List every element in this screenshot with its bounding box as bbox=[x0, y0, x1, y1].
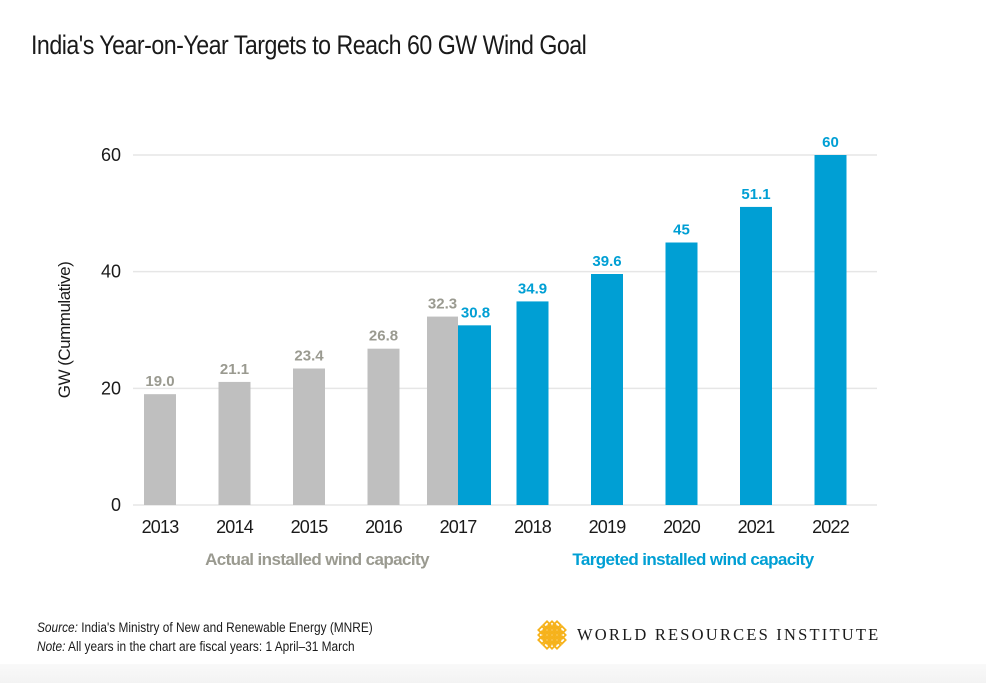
data-label-actual: 23.4 bbox=[294, 348, 324, 365]
logo-knot-cell bbox=[557, 630, 567, 640]
data-label-actual: 21.1 bbox=[220, 361, 249, 378]
bar-target bbox=[814, 155, 847, 505]
x-tick-label: 2016 bbox=[365, 517, 403, 537]
logo-knot-cell bbox=[552, 640, 562, 650]
x-axis-ticks: 2013 2014 2015 2016 2017 2018 2019 2020 2021 2022 bbox=[142, 517, 851, 537]
data-label-target: 45 bbox=[673, 222, 690, 239]
footer-notes: Source: India's Ministry of New and Rene… bbox=[37, 618, 373, 656]
logo-knot-cell bbox=[542, 640, 552, 650]
logo-knot-cell bbox=[552, 635, 562, 645]
bar-actual bbox=[427, 316, 458, 505]
wri-logo: WORLD RESOURCES INSTITUTE bbox=[537, 620, 880, 650]
y-tick-label: 0 bbox=[111, 495, 121, 515]
y-axis-ticks: 0 20 40 60 bbox=[101, 145, 121, 515]
bar-target bbox=[591, 274, 623, 505]
data-label-actual: 19.0 bbox=[145, 373, 174, 390]
bar-target bbox=[740, 206, 772, 505]
bar-chart: 0 20 40 60 GW (Cummulative) 19.0 21.1 23.4 26.… bbox=[55, 134, 877, 569]
bar-actual bbox=[218, 381, 251, 505]
x-tick-label: 2020 bbox=[663, 517, 701, 537]
bar-target bbox=[516, 301, 549, 505]
data-label-target: 60 bbox=[822, 134, 839, 151]
logo-knot-cell bbox=[537, 625, 547, 635]
logo-knot-cell bbox=[547, 625, 557, 635]
x-tick-label: 2015 bbox=[291, 517, 329, 537]
x-tick-label: 2018 bbox=[514, 517, 552, 537]
logo-knot-cell bbox=[557, 635, 567, 645]
bar-actual bbox=[144, 394, 176, 505]
logo-knot-cell bbox=[547, 620, 557, 630]
data-labels: 19.0 21.1 23.4 26.8 32.330.8 34.9 39.6 45 51.1 60 bbox=[145, 134, 838, 390]
source-text: India's Ministry of New and Renewable En… bbox=[77, 620, 373, 635]
data-label-actual: 32.3 bbox=[428, 296, 457, 313]
data-label-target: 51.1 bbox=[741, 186, 770, 203]
data-label-target: 39.6 bbox=[592, 253, 621, 270]
logo-knot-cell bbox=[552, 620, 562, 630]
legend-target: Targeted installed wind capacity bbox=[572, 550, 814, 569]
x-tick-label: 2021 bbox=[738, 517, 776, 537]
bar-actual bbox=[367, 348, 400, 505]
x-tick-label: 2017 bbox=[440, 517, 478, 537]
bar-target bbox=[665, 242, 698, 505]
y-tick-label: 20 bbox=[101, 378, 121, 398]
logo-knot-cell bbox=[552, 630, 562, 640]
bar-actual bbox=[293, 368, 325, 505]
bars bbox=[144, 155, 847, 505]
legend-actual: Actual installed wind capacity bbox=[205, 550, 430, 569]
y-axis-label: GW (Cummulative) bbox=[55, 262, 74, 399]
note-text: All years in the chart are fiscal years:… bbox=[65, 639, 355, 654]
footer-band bbox=[0, 664, 986, 683]
wri-knot-icon bbox=[537, 620, 567, 650]
logo-knot-cell bbox=[557, 625, 567, 635]
chart-title: India's Year-on-Year Targets to Reach 60… bbox=[31, 30, 587, 60]
bar-target bbox=[458, 325, 491, 505]
data-label-actual: 26.8 bbox=[369, 328, 398, 345]
logo-knot-cell bbox=[537, 635, 547, 645]
source-line: Source: India's Ministry of New and Rene… bbox=[37, 618, 373, 637]
logo-knot-cell bbox=[542, 635, 552, 645]
logo-knot-cell bbox=[547, 630, 557, 640]
note-label: Note: bbox=[37, 639, 66, 654]
note-line: Note: All years in the chart are fiscal … bbox=[37, 637, 373, 656]
logo-knot-cell bbox=[547, 640, 557, 650]
logo-text: WORLD RESOURCES INSTITUTE bbox=[577, 625, 881, 644]
logo-knot-cell bbox=[542, 625, 552, 635]
y-tick-label: 40 bbox=[101, 262, 121, 282]
x-tick-label: 2022 bbox=[812, 517, 850, 537]
x-tick-label: 2013 bbox=[142, 517, 180, 537]
source-label: Source: bbox=[37, 620, 78, 635]
logo-knot-cell bbox=[542, 620, 552, 630]
x-tick-label: 2019 bbox=[589, 517, 627, 537]
data-label-target: 34.9 bbox=[518, 280, 547, 297]
x-tick-label: 2014 bbox=[216, 517, 254, 537]
y-tick-label: 60 bbox=[101, 145, 121, 165]
logo-knot-cell bbox=[552, 625, 562, 635]
logo-knot-cell bbox=[542, 630, 552, 640]
data-label-target: 30.8 bbox=[461, 304, 490, 321]
logo-knot-cell bbox=[537, 630, 547, 640]
logo-knot-cell bbox=[547, 635, 557, 645]
